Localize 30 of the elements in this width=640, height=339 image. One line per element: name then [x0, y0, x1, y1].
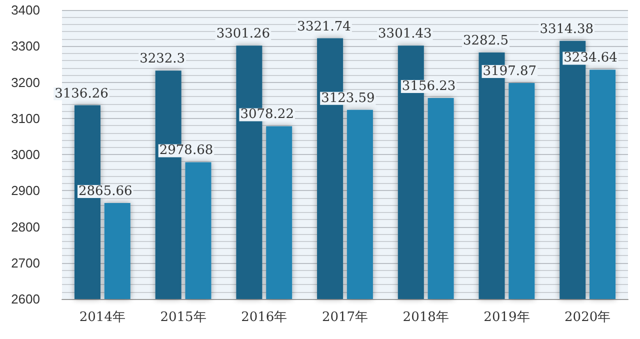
data-label: 3234.64 [564, 50, 618, 66]
y-tick-label: 2600 [11, 292, 40, 306]
data-label: 3321.74 [297, 19, 351, 34]
data-label: 3282.5 [463, 33, 509, 48]
y-tick-label: 3200 [11, 74, 40, 90]
x-tick-label: 2015年 [160, 310, 206, 325]
y-tick-label: 3000 [11, 147, 40, 162]
x-tick-label: 2020年 [564, 310, 611, 325]
x-tick-label: 2014年 [79, 310, 126, 325]
y-tick-label: 2900 [11, 183, 40, 198]
data-label: 3232.3 [140, 52, 186, 67]
data-label: 3301.26 [216, 26, 270, 42]
data-label: 2978.68 [159, 143, 214, 158]
y-tick-label: 3300 [11, 38, 40, 54]
x-tick-label: 2016年 [241, 310, 288, 325]
y-tick-label: 3100 [11, 110, 40, 126]
x-tick-label: 2018年 [402, 310, 449, 325]
x-tick-label: 2019年 [484, 310, 530, 325]
y-tick-label: 2800 [11, 219, 40, 234]
data-label: 3301.43 [378, 26, 432, 42]
data-label: 3136.26 [54, 86, 108, 102]
data-label: 3197.87 [482, 64, 537, 80]
data-label: 3156.23 [402, 79, 456, 94]
data-label: 3078.22 [240, 107, 294, 122]
y-tick-label: 2700 [11, 255, 40, 270]
data-label: 3123.59 [321, 90, 375, 106]
data-label: 2865.66 [78, 184, 132, 200]
data-label: 3314.38 [540, 22, 594, 37]
x-tick-label: 2017年 [322, 310, 368, 325]
y-tick-label: 3400 [11, 2, 40, 18]
